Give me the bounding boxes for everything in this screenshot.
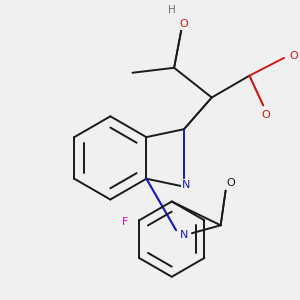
- Text: O: O: [262, 110, 271, 120]
- Text: H: H: [168, 5, 176, 15]
- Text: O: O: [290, 51, 298, 61]
- Text: F: F: [122, 217, 128, 227]
- Text: N: N: [182, 180, 190, 190]
- Text: O: O: [226, 178, 235, 188]
- Text: O: O: [180, 19, 188, 29]
- Text: N: N: [180, 230, 188, 240]
